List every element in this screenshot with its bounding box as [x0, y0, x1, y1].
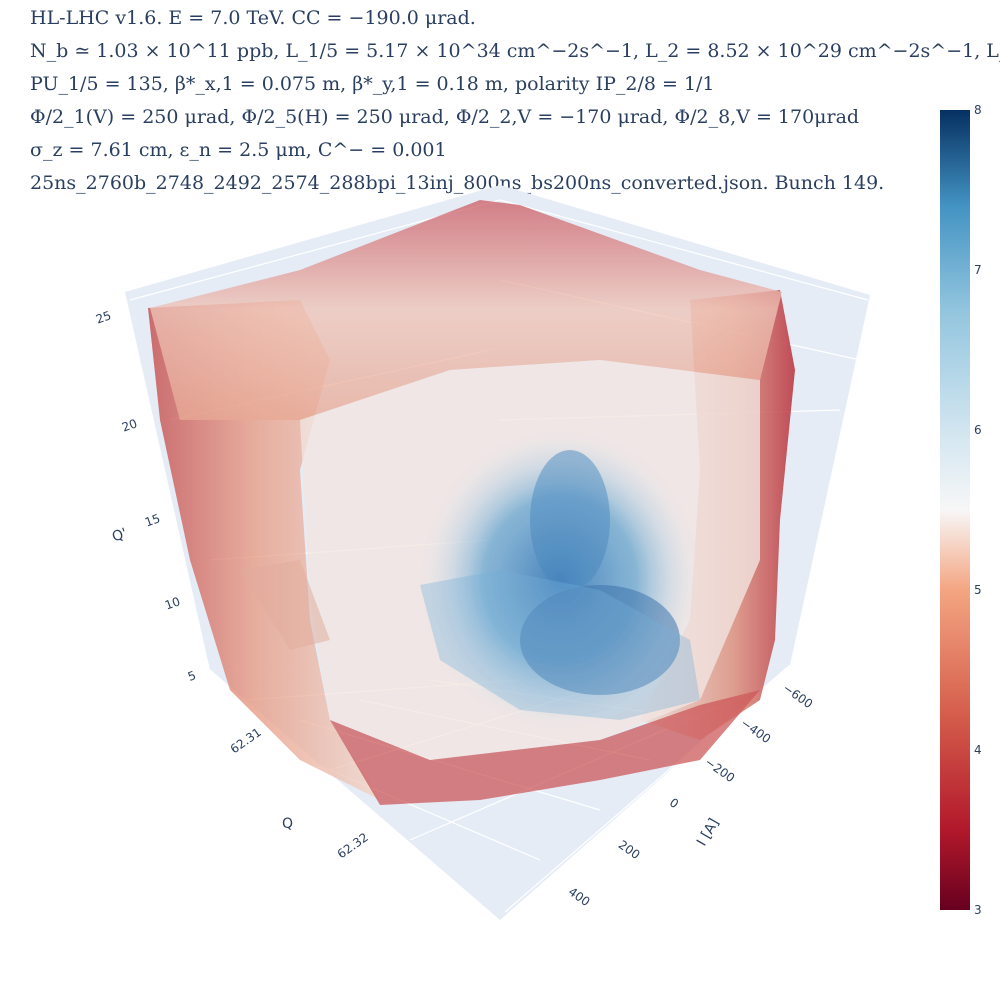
title-line-6: 25ns_2760b_2748_2492_2574_288bpi_13inj_8… [30, 172, 885, 194]
y-tick-400: 400 [566, 885, 593, 910]
title-line-4: Φ/2_1(V) = 250 μrad, Φ/2_5(H) = 250 μrad… [30, 106, 860, 128]
z-tick-5: 5 [186, 668, 198, 684]
colorbar-tick-8: 8 [974, 103, 982, 117]
y-tick-neg400: −400 [738, 716, 773, 746]
z-tick-10: 10 [163, 594, 182, 612]
colorbar-tick-7: 7 [974, 263, 982, 277]
chart-title: HL-LHC v1.6. E = 7.0 TeV. CC = −190.0 μr… [30, 2, 1000, 200]
colorbar: 3 4 5 6 7 8 [940, 103, 982, 917]
volume-left-face [148, 300, 380, 800]
y-tick-200: 200 [616, 838, 643, 863]
title-line-1: HL-LHC v1.6. E = 7.0 TeV. CC = −190.0 μr… [30, 7, 476, 29]
colorbar-tick-5: 5 [974, 583, 982, 597]
y-axis-label: I [A] [694, 816, 722, 849]
y-tick-0: 0 [667, 795, 681, 811]
colorbar-tick-6: 6 [974, 423, 982, 437]
z-tick-25: 25 [94, 308, 113, 326]
colorbar-gradient [940, 110, 970, 910]
title-line-3: PU_1/5 = 135, β*_x,1 = 0.075 m, β*_y,1 =… [30, 73, 715, 95]
z-tick-20: 20 [120, 416, 139, 434]
y-tick-neg200: −200 [702, 755, 737, 785]
y-tick-neg600: −600 [780, 681, 815, 711]
colorbar-tick-3: 3 [974, 903, 982, 917]
volume-body[interactable] [148, 200, 795, 805]
x-tick-62.32: 62.32 [335, 830, 371, 861]
volume-top-band [150, 200, 782, 420]
title-line-2: N_b ≃ 1.03 × 10^11 ppb, L_1/5 = 5.17 × 1… [30, 40, 1000, 62]
z-axis-ticks: 25 20 15 10 5 Q' [94, 308, 198, 684]
x-tick-62.31: 62.31 [228, 725, 264, 756]
z-axis-label: Q' [110, 525, 129, 545]
x-axis-label: Q [282, 816, 293, 832]
title-line-5: σ_z = 7.61 cm, ε_n = 2.5 μm, C^− = 0.001 [30, 139, 447, 161]
volume-bottom-rim [330, 690, 760, 805]
z-tick-15: 15 [143, 511, 162, 529]
colorbar-tick-4: 4 [974, 743, 982, 757]
